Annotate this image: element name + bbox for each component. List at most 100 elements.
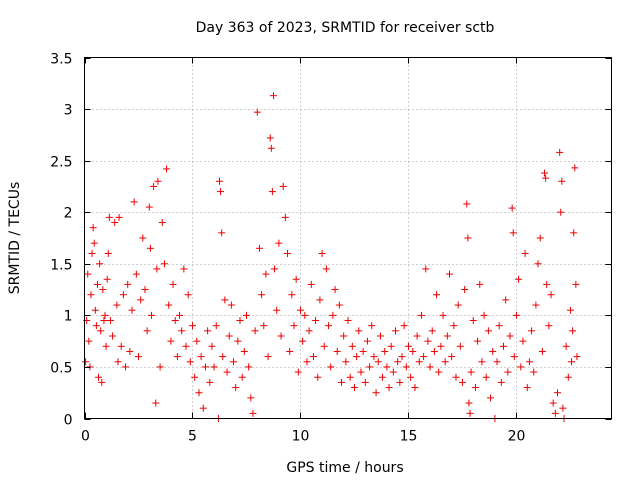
data-point	[512, 311, 520, 319]
data-point	[407, 373, 415, 381]
data-point	[262, 270, 270, 278]
data-point	[204, 327, 212, 335]
data-point	[426, 363, 434, 371]
data-point	[103, 275, 111, 283]
data-point	[394, 358, 402, 366]
data-point	[504, 368, 512, 376]
x-axis-label: GPS time / hours	[286, 460, 403, 476]
data-point	[476, 280, 484, 288]
data-point	[359, 347, 367, 355]
data-point	[290, 322, 298, 330]
data-point	[268, 188, 276, 196]
data-point	[454, 301, 462, 309]
data-point	[240, 347, 248, 355]
data-point	[396, 378, 404, 386]
data-point	[525, 358, 533, 366]
data-point	[236, 317, 244, 325]
data-point	[111, 219, 119, 227]
y-axis-label: SRMTID / TECUs	[7, 182, 23, 295]
data-point	[84, 270, 92, 278]
data-point	[314, 373, 322, 381]
data-point	[199, 404, 207, 412]
data-point	[338, 378, 346, 386]
data-point	[201, 363, 209, 371]
data-point	[208, 342, 216, 350]
data-point	[480, 311, 488, 319]
data-point	[85, 337, 93, 345]
data-point	[167, 337, 175, 345]
data-point	[448, 353, 456, 361]
data-point	[333, 347, 341, 355]
data-point	[260, 322, 268, 330]
y-tick-label: 2.5	[50, 155, 72, 171]
data-point	[184, 291, 192, 299]
data-point	[154, 177, 162, 185]
data-point	[363, 337, 371, 345]
data-point	[88, 249, 96, 257]
data-point	[547, 291, 555, 299]
data-point	[361, 378, 369, 386]
data-point	[385, 384, 393, 392]
data-point	[281, 213, 289, 221]
data-point	[558, 177, 566, 185]
data-point	[376, 332, 384, 340]
data-point	[105, 213, 113, 221]
chart-title: Day 363 of 2023, SRMTID for receiver sct…	[196, 20, 495, 36]
data-point	[346, 373, 354, 381]
data-point	[95, 373, 103, 381]
data-point	[173, 353, 181, 361]
data-point	[253, 108, 261, 116]
data-point	[500, 342, 508, 350]
data-point	[465, 399, 473, 407]
data-point	[573, 353, 581, 361]
data-point	[564, 373, 572, 381]
data-point	[158, 219, 166, 227]
data-point	[430, 347, 438, 355]
data-point	[335, 301, 343, 309]
data-point	[215, 177, 223, 185]
data-point	[415, 358, 423, 366]
data-point	[508, 204, 516, 212]
data-point	[463, 200, 471, 208]
data-point	[370, 353, 378, 361]
data-point	[439, 311, 447, 319]
data-point	[186, 358, 194, 366]
data-point	[143, 327, 151, 335]
data-point	[446, 270, 454, 278]
data-point	[474, 337, 482, 345]
data-point	[521, 249, 529, 257]
data-point	[318, 249, 326, 257]
data-point	[331, 286, 339, 294]
data-point	[368, 322, 376, 330]
data-point	[247, 394, 255, 402]
data-point	[288, 291, 296, 299]
data-point	[502, 296, 510, 304]
data-point	[469, 317, 477, 325]
data-point	[245, 363, 253, 371]
data-point	[554, 389, 562, 397]
data-point	[113, 301, 121, 309]
data-point	[530, 368, 538, 376]
data-point	[238, 373, 246, 381]
y-tick-label: 0.5	[50, 361, 72, 377]
axis-ticks	[84, 57, 612, 420]
data-point	[89, 224, 97, 232]
data-point	[96, 260, 104, 268]
data-point	[471, 384, 479, 392]
data-point	[493, 358, 501, 366]
data-point	[420, 353, 428, 361]
data-point	[342, 358, 350, 366]
data-point	[212, 322, 220, 330]
data-point	[379, 373, 387, 381]
data-point	[562, 342, 570, 350]
data-point	[132, 270, 140, 278]
data-point	[557, 208, 565, 216]
data-point	[466, 409, 474, 417]
x-tick-label: 0	[81, 429, 90, 445]
y-tick-label: 3.5	[50, 52, 72, 68]
data-point	[541, 169, 549, 177]
data-point	[495, 322, 503, 330]
data-point	[355, 327, 363, 335]
data-point	[122, 363, 130, 371]
data-point	[284, 249, 292, 257]
